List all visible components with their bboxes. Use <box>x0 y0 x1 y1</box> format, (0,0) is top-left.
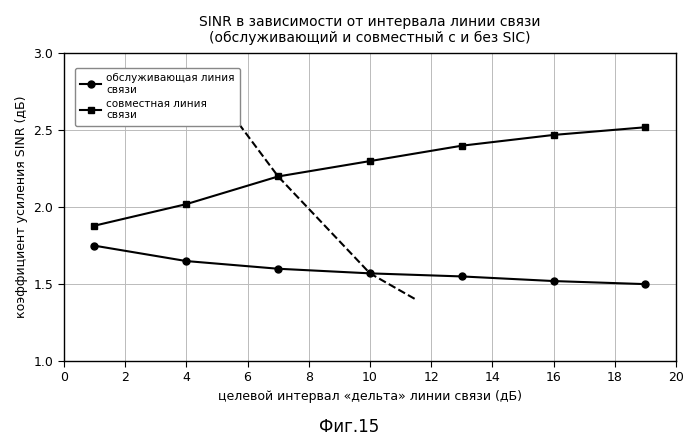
совместная линия
связи <box>182 202 191 207</box>
обслуживающая линия
связи <box>366 271 374 276</box>
Line: совместная линия
связи: совместная линия связи <box>91 124 649 229</box>
совместная линия
связи <box>458 143 466 148</box>
Line: обслуживающая линия
связи: обслуживающая линия связи <box>91 242 649 288</box>
обслуживающая линия
связи <box>90 243 99 248</box>
совместная линия
связи <box>641 125 649 130</box>
обслуживающая линия
связи <box>641 282 649 287</box>
Title: SINR в зависимости от интервала линии связи
(обслуживающий и совместный с и без : SINR в зависимости от интервала линии св… <box>199 15 541 45</box>
совместная линия
связи <box>366 158 374 164</box>
обслуживающая линия
связи <box>274 266 282 271</box>
Y-axis label: коэффициент усиления SINR (дБ): коэффициент усиления SINR (дБ) <box>15 96 28 319</box>
обслуживающая линия
связи <box>549 279 558 284</box>
обслуживающая линия
связи <box>182 258 191 264</box>
совместная линия
связи <box>90 223 99 228</box>
X-axis label: целевой интервал «дельта» линии связи (дБ): целевой интервал «дельта» линии связи (д… <box>218 390 522 403</box>
Legend: обслуживающая линия
связи, совместная линия
связи: обслуживающая линия связи, совместная ли… <box>75 68 240 126</box>
обслуживающая линия
связи <box>458 274 466 279</box>
совместная линия
связи <box>549 132 558 138</box>
Text: Фиг.15: Фиг.15 <box>319 418 380 436</box>
совместная линия
связи <box>274 174 282 179</box>
